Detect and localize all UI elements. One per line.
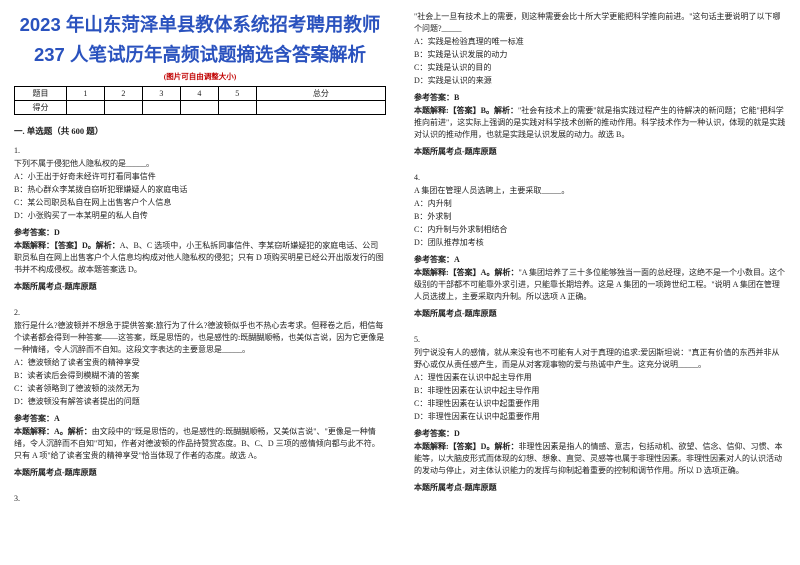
q-option: B：外求制 — [414, 211, 786, 223]
td — [256, 101, 385, 115]
expl-label: 本题解释：A。解析： — [14, 427, 92, 436]
q-option: C：读者领略到了德波顿的淡然无为 — [14, 383, 386, 395]
q-option: B：热心群众李某拨自窃听犯罪嫌疑人的家庭电话 — [14, 184, 386, 196]
th: 5 — [218, 87, 256, 101]
q-answer: 参考答案：D — [14, 227, 386, 239]
doc-title-line1: 2023 年山东菏泽单县教体系统招考聘用教师 — [14, 10, 386, 40]
q-num: 1. — [14, 145, 386, 157]
q-option: A：德波顿给了读者宝贵的精神享受 — [14, 357, 386, 369]
doc-title-line2: 237 人笔试历年高频试题摘选含答案解析 — [14, 40, 386, 70]
q-ref: 本题所属考点-题库原题 — [14, 467, 386, 479]
td: 得分 — [15, 101, 67, 115]
q-answer: 参考答案：B — [414, 92, 786, 104]
q-explain: 本题解释:【答案】B。解析："社会有技术上的需要"就是指实践过程产生的待解决的新… — [414, 105, 786, 141]
expl-label: 本题解释：【答案】D。解析： — [14, 241, 120, 250]
q-explain: 本题解释：【答案】D。解析：A、B、C 选项中，小王私拆同事信件、李某窃听嫌疑犯… — [14, 240, 386, 276]
q-ref: 本题所属考点-题库原题 — [414, 308, 786, 320]
th: 3 — [142, 87, 180, 101]
expl-label: 本题解释:【答案】B。解析： — [414, 106, 518, 115]
q-option: A：内升制 — [414, 198, 786, 210]
q-ref: 本题所属考点-题库原题 — [414, 146, 786, 158]
table-row: 题目 1 2 3 4 5 总分 — [15, 87, 386, 101]
expl-label: 本题解释:【答案】D。解析： — [414, 442, 518, 451]
q-ref: 本题所属考点-题库原题 — [14, 281, 386, 293]
q-answer: 参考答案：D — [414, 428, 786, 440]
th: 总分 — [256, 87, 385, 101]
td — [142, 101, 180, 115]
table-row: 得分 — [15, 101, 386, 115]
q-num: 2. — [14, 307, 386, 319]
q-option: D：非理性因素在认识中起重要作用 — [414, 411, 786, 423]
q-option: A：实践是检验真理的唯一标准 — [414, 36, 786, 48]
expl-label: 本题解释:【答案】A。解析： — [414, 268, 518, 277]
q-explain: 本题解释:【答案】A。解析："A 集团培养了三十多位能够独当一面的总经理，这绝不… — [414, 267, 786, 303]
q-explain: 本题解释:【答案】D。解析：非理性因素是指人的情感、意志，包括动机、欲望、信念、… — [414, 441, 786, 477]
td — [180, 101, 218, 115]
q-option: D：实践是认识的来源 — [414, 75, 786, 87]
score-table: 题目 1 2 3 4 5 总分 得分 — [14, 86, 386, 115]
td — [218, 101, 256, 115]
q-option: C：非理性因素在认识中起重要作用 — [414, 398, 786, 410]
q-ref: 本题所属考点-题库原题 — [414, 482, 786, 494]
q-stem: 列宁说没有人的感情，就从来没有也不可能有人对于真理的追求:爱因斯坦说："真正有价… — [414, 347, 786, 371]
q-answer: 参考答案：A — [414, 254, 786, 266]
q-num: 3. — [14, 493, 386, 505]
left-column: 2023 年山东菏泽单县教体系统招考聘用教师 237 人笔试历年高频试题摘选含答… — [0, 0, 400, 565]
td — [104, 101, 142, 115]
q-option: C：内升制与外求制相结合 — [414, 224, 786, 236]
td — [66, 101, 104, 115]
q-stem: 下列不属于侵犯他人隐私权的是_____。 — [14, 158, 386, 170]
q-num: 4. — [414, 172, 786, 184]
q-option: C：某公司职员私自在网上出售客户个人信息 — [14, 197, 386, 209]
q-num: 5. — [414, 334, 786, 346]
q-answer: 参考答案：A — [14, 413, 386, 425]
q-stem: "社会上一旦有技术上的需要，则这种需要会比十所大学更能把科学推向前进。"这句话主… — [414, 11, 786, 35]
th: 4 — [180, 87, 218, 101]
q-option: C：实践是认识的目的 — [414, 62, 786, 74]
q-option: D：小张购买了一本某明星的私人自传 — [14, 210, 386, 222]
right-column: "社会上一旦有技术上的需要，则这种需要会比十所大学更能把科学推向前进。"这句话主… — [400, 0, 800, 565]
q-option: D：德波顿没有解答读者提出的问题 — [14, 396, 386, 408]
q-stem: 旅行是什么?德波顿并不想急于提供答案:旅行为了什么?德波顿似乎也不热心去考求。但… — [14, 320, 386, 356]
section-heading: 一. 单选题（共 600 题） — [14, 125, 386, 138]
th: 2 — [104, 87, 142, 101]
q-option: A：理性因素在认识中起主导作用 — [414, 372, 786, 384]
q-option: B：读者读后会得到模糊不清的答案 — [14, 370, 386, 382]
q-option: D：团队推荐加考核 — [414, 237, 786, 249]
stem-text: A 集团在管理人员选聘上，主要采取_____。 — [414, 186, 569, 195]
th: 1 — [66, 87, 104, 101]
q-stem: A 集团在管理人员选聘上，主要采取_____。 — [414, 185, 786, 197]
th: 题目 — [15, 87, 67, 101]
resize-note: (图片可自由调整大小) — [14, 71, 386, 82]
q-option: A：小王出于好奇未经许可打看同事信件 — [14, 171, 386, 183]
q-option: B：非理性因素在认识中起主导作用 — [414, 385, 786, 397]
q-explain: 本题解释：A。解析：由文段中的"既是思悟的，也是感性的:既醐醐顺畅，又美似言说"… — [14, 426, 386, 462]
q-option: B：实践是认识发展的动力 — [414, 49, 786, 61]
